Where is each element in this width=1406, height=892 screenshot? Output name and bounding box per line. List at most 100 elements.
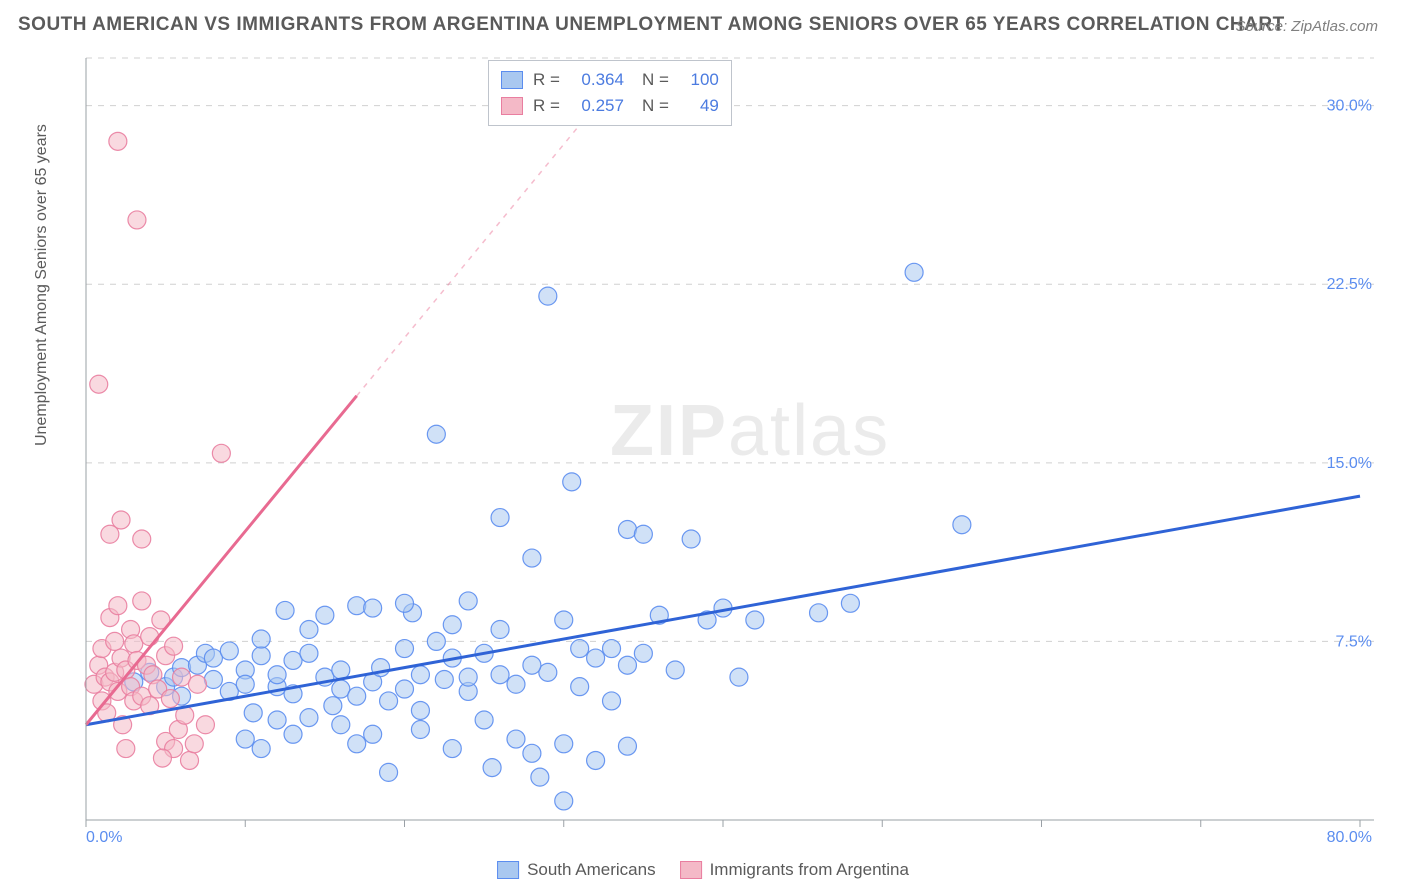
data-point — [109, 597, 127, 615]
data-point — [364, 725, 382, 743]
data-point — [204, 649, 222, 667]
chart-container: Unemployment Among Seniors over 65 years… — [50, 50, 1386, 842]
data-point — [324, 697, 342, 715]
data-point — [563, 473, 581, 491]
data-point — [459, 668, 477, 686]
data-point — [196, 716, 214, 734]
trend-line-extension — [357, 106, 596, 396]
data-point — [316, 606, 334, 624]
data-point — [841, 594, 859, 612]
data-point — [427, 632, 445, 650]
data-point — [212, 444, 230, 462]
data-point — [300, 644, 318, 662]
data-point — [236, 730, 254, 748]
legend-label: Immigrants from Argentina — [710, 860, 909, 880]
series-swatch — [497, 861, 519, 879]
data-point — [300, 621, 318, 639]
data-point — [507, 675, 525, 693]
data-point — [491, 509, 509, 527]
bottom-legend: South Americans Immigrants from Argentina — [497, 860, 909, 880]
data-point — [396, 680, 414, 698]
data-point — [666, 661, 684, 679]
data-point — [268, 711, 286, 729]
data-point — [348, 597, 366, 615]
data-point — [348, 687, 366, 705]
data-point — [380, 692, 398, 710]
series-swatch — [501, 71, 523, 89]
data-point — [603, 640, 621, 658]
data-point — [252, 630, 270, 648]
data-point — [276, 601, 294, 619]
data-point — [634, 525, 652, 543]
data-point — [491, 666, 509, 684]
data-point — [284, 725, 302, 743]
data-point — [153, 749, 171, 767]
data-point — [523, 656, 541, 674]
data-point — [618, 656, 636, 674]
data-point — [332, 716, 350, 734]
data-point — [618, 520, 636, 538]
data-point — [682, 530, 700, 548]
data-point — [117, 740, 135, 758]
data-point — [165, 637, 183, 655]
svg-text:80.0%: 80.0% — [1327, 829, 1372, 842]
data-point — [746, 611, 764, 629]
data-point — [555, 792, 573, 810]
legend-label: South Americans — [527, 860, 656, 880]
data-point — [161, 690, 179, 708]
data-point — [268, 666, 286, 684]
data-point — [730, 668, 748, 686]
data-point — [220, 642, 238, 660]
data-point — [483, 759, 501, 777]
data-point — [128, 211, 146, 229]
data-point — [181, 751, 199, 769]
data-point — [332, 661, 350, 679]
data-point — [507, 730, 525, 748]
data-point — [300, 709, 318, 727]
data-point — [106, 632, 124, 650]
svg-text:7.5%: 7.5% — [1336, 633, 1372, 650]
data-point — [188, 675, 206, 693]
data-point — [634, 644, 652, 662]
scatter-plot: 7.5%15.0%22.5%30.0%0.0%80.0% — [50, 50, 1386, 842]
data-point — [435, 671, 453, 689]
data-point — [618, 737, 636, 755]
data-point — [90, 375, 108, 393]
data-point — [905, 263, 923, 281]
stats-legend-box: R =0.364N =100R =0.257N =49 — [488, 60, 732, 126]
data-point — [411, 721, 429, 739]
svg-text:15.0%: 15.0% — [1327, 455, 1372, 472]
svg-text:22.5%: 22.5% — [1327, 276, 1372, 293]
data-point — [603, 692, 621, 710]
data-point — [523, 549, 541, 567]
svg-text:30.0%: 30.0% — [1327, 98, 1372, 115]
data-point — [236, 675, 254, 693]
data-point — [284, 651, 302, 669]
data-point — [539, 287, 557, 305]
data-point — [427, 425, 445, 443]
source-label: Source: ZipAtlas.com — [1235, 18, 1378, 35]
data-point — [252, 647, 270, 665]
data-point — [204, 671, 222, 689]
data-point — [125, 635, 143, 653]
data-point — [411, 666, 429, 684]
data-point — [587, 751, 605, 769]
series-swatch — [680, 861, 702, 879]
data-point — [555, 735, 573, 753]
series-swatch — [501, 97, 523, 115]
legend-item: South Americans — [497, 860, 656, 880]
data-point — [459, 592, 477, 610]
data-point — [185, 735, 203, 753]
data-point — [531, 768, 549, 786]
data-point — [571, 640, 589, 658]
data-point — [173, 668, 191, 686]
data-point — [443, 740, 461, 758]
legend-item: Immigrants from Argentina — [680, 860, 909, 880]
data-point — [396, 594, 414, 612]
data-point — [491, 621, 509, 639]
data-point — [539, 663, 557, 681]
stats-row: R =0.364N =100 — [501, 67, 719, 93]
data-point — [443, 616, 461, 634]
data-point — [380, 763, 398, 781]
data-point — [101, 525, 119, 543]
